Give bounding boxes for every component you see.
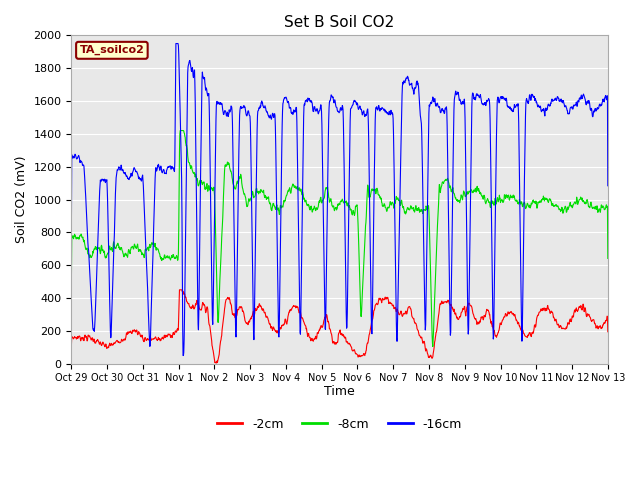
Y-axis label: Soil CO2 (mV): Soil CO2 (mV) bbox=[15, 156, 28, 243]
X-axis label: Time: Time bbox=[324, 385, 355, 398]
Title: Set B Soil CO2: Set B Soil CO2 bbox=[285, 15, 395, 30]
Legend: -2cm, -8cm, -16cm: -2cm, -8cm, -16cm bbox=[212, 413, 467, 436]
Text: TA_soilco2: TA_soilco2 bbox=[79, 45, 145, 56]
